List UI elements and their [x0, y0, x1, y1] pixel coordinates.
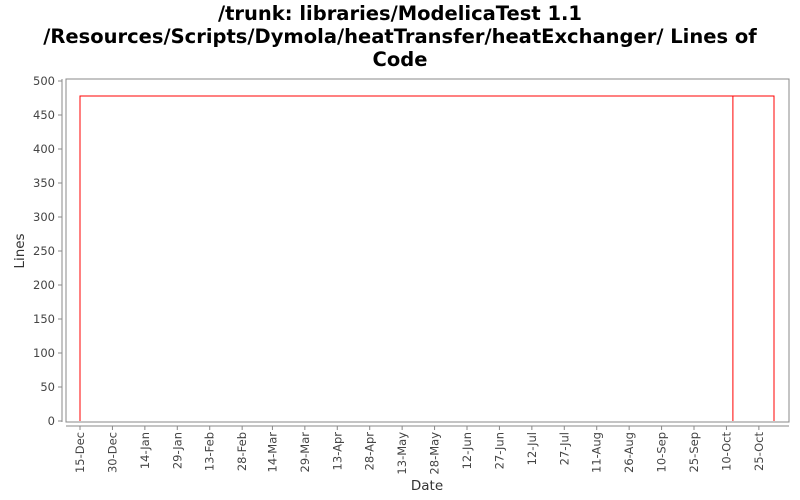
- x-tick-label: 28-Feb: [235, 432, 249, 471]
- x-tick-label: 10-Sep: [655, 432, 669, 472]
- x-tick-label: 25-Oct: [752, 432, 766, 471]
- x-tick-label: 25-Sep: [687, 432, 701, 472]
- y-tick-label: 50: [40, 380, 55, 394]
- x-tick-label: 13-Apr: [330, 432, 344, 471]
- title-line: /Resources/Scripts/Dymola/heatTransfer/h…: [43, 25, 757, 48]
- x-tick-label: 28-May: [428, 432, 442, 475]
- y-axis: 0 50 100 150 200 250 300 350 400 450 500: [33, 74, 63, 428]
- x-tick-label: 13-Feb: [203, 432, 217, 471]
- y-tick-label: 500: [33, 74, 55, 88]
- x-tick-label: 13-May: [395, 432, 409, 475]
- y-tick-label: 450: [33, 108, 55, 122]
- x-tick-label: 12-Jun: [460, 432, 474, 469]
- x-tick-label: 11-Aug: [590, 432, 604, 473]
- y-tick-label: 100: [33, 346, 55, 360]
- chart-title: /trunk: libraries/ModelicaTest 1.1 /Reso…: [0, 2, 800, 71]
- x-axis: 15-Dec 30-Dec 14-Jan 29-Jan 13-Feb 28-Feb 14-M…: [66, 425, 789, 475]
- series-line: [79, 95, 775, 421]
- x-tick-label: 26-Aug: [622, 432, 636, 473]
- x-tick-label: 28-Apr: [363, 432, 377, 471]
- x-tick-label: 10-Oct: [719, 432, 733, 471]
- y-tick-label: 300: [33, 210, 55, 224]
- x-tick-label: 30-Dec: [105, 432, 119, 473]
- y-tick-label: 400: [33, 142, 55, 156]
- x-tick-label: 15-Dec: [73, 432, 87, 473]
- y-tick-label: 250: [33, 244, 55, 258]
- x-tick-label: 27-Jun: [492, 432, 506, 469]
- x-tick-label: 14-Mar: [265, 432, 279, 473]
- y-tick-label: 0: [48, 414, 55, 428]
- x-tick-label: 29-Jan: [170, 432, 184, 469]
- y-tick-label: 150: [33, 312, 55, 326]
- title-line: Code: [372, 48, 428, 71]
- title-line: /trunk: libraries/ModelicaTest 1.1: [217, 2, 582, 25]
- x-axis-label: Date: [411, 478, 443, 494]
- series-group: [79, 95, 775, 421]
- y-tick-label: 350: [33, 176, 55, 190]
- y-axis-label: Lines: [12, 233, 28, 268]
- x-tick-label: 27-Jul: [557, 432, 571, 465]
- y-tick-label: 200: [33, 278, 55, 292]
- x-tick-label: 14-Jan: [138, 432, 152, 469]
- x-tick-label: 12-Jul: [525, 432, 539, 465]
- x-tick-label: 29-Mar: [298, 432, 312, 473]
- plot-area: [65, 78, 790, 423]
